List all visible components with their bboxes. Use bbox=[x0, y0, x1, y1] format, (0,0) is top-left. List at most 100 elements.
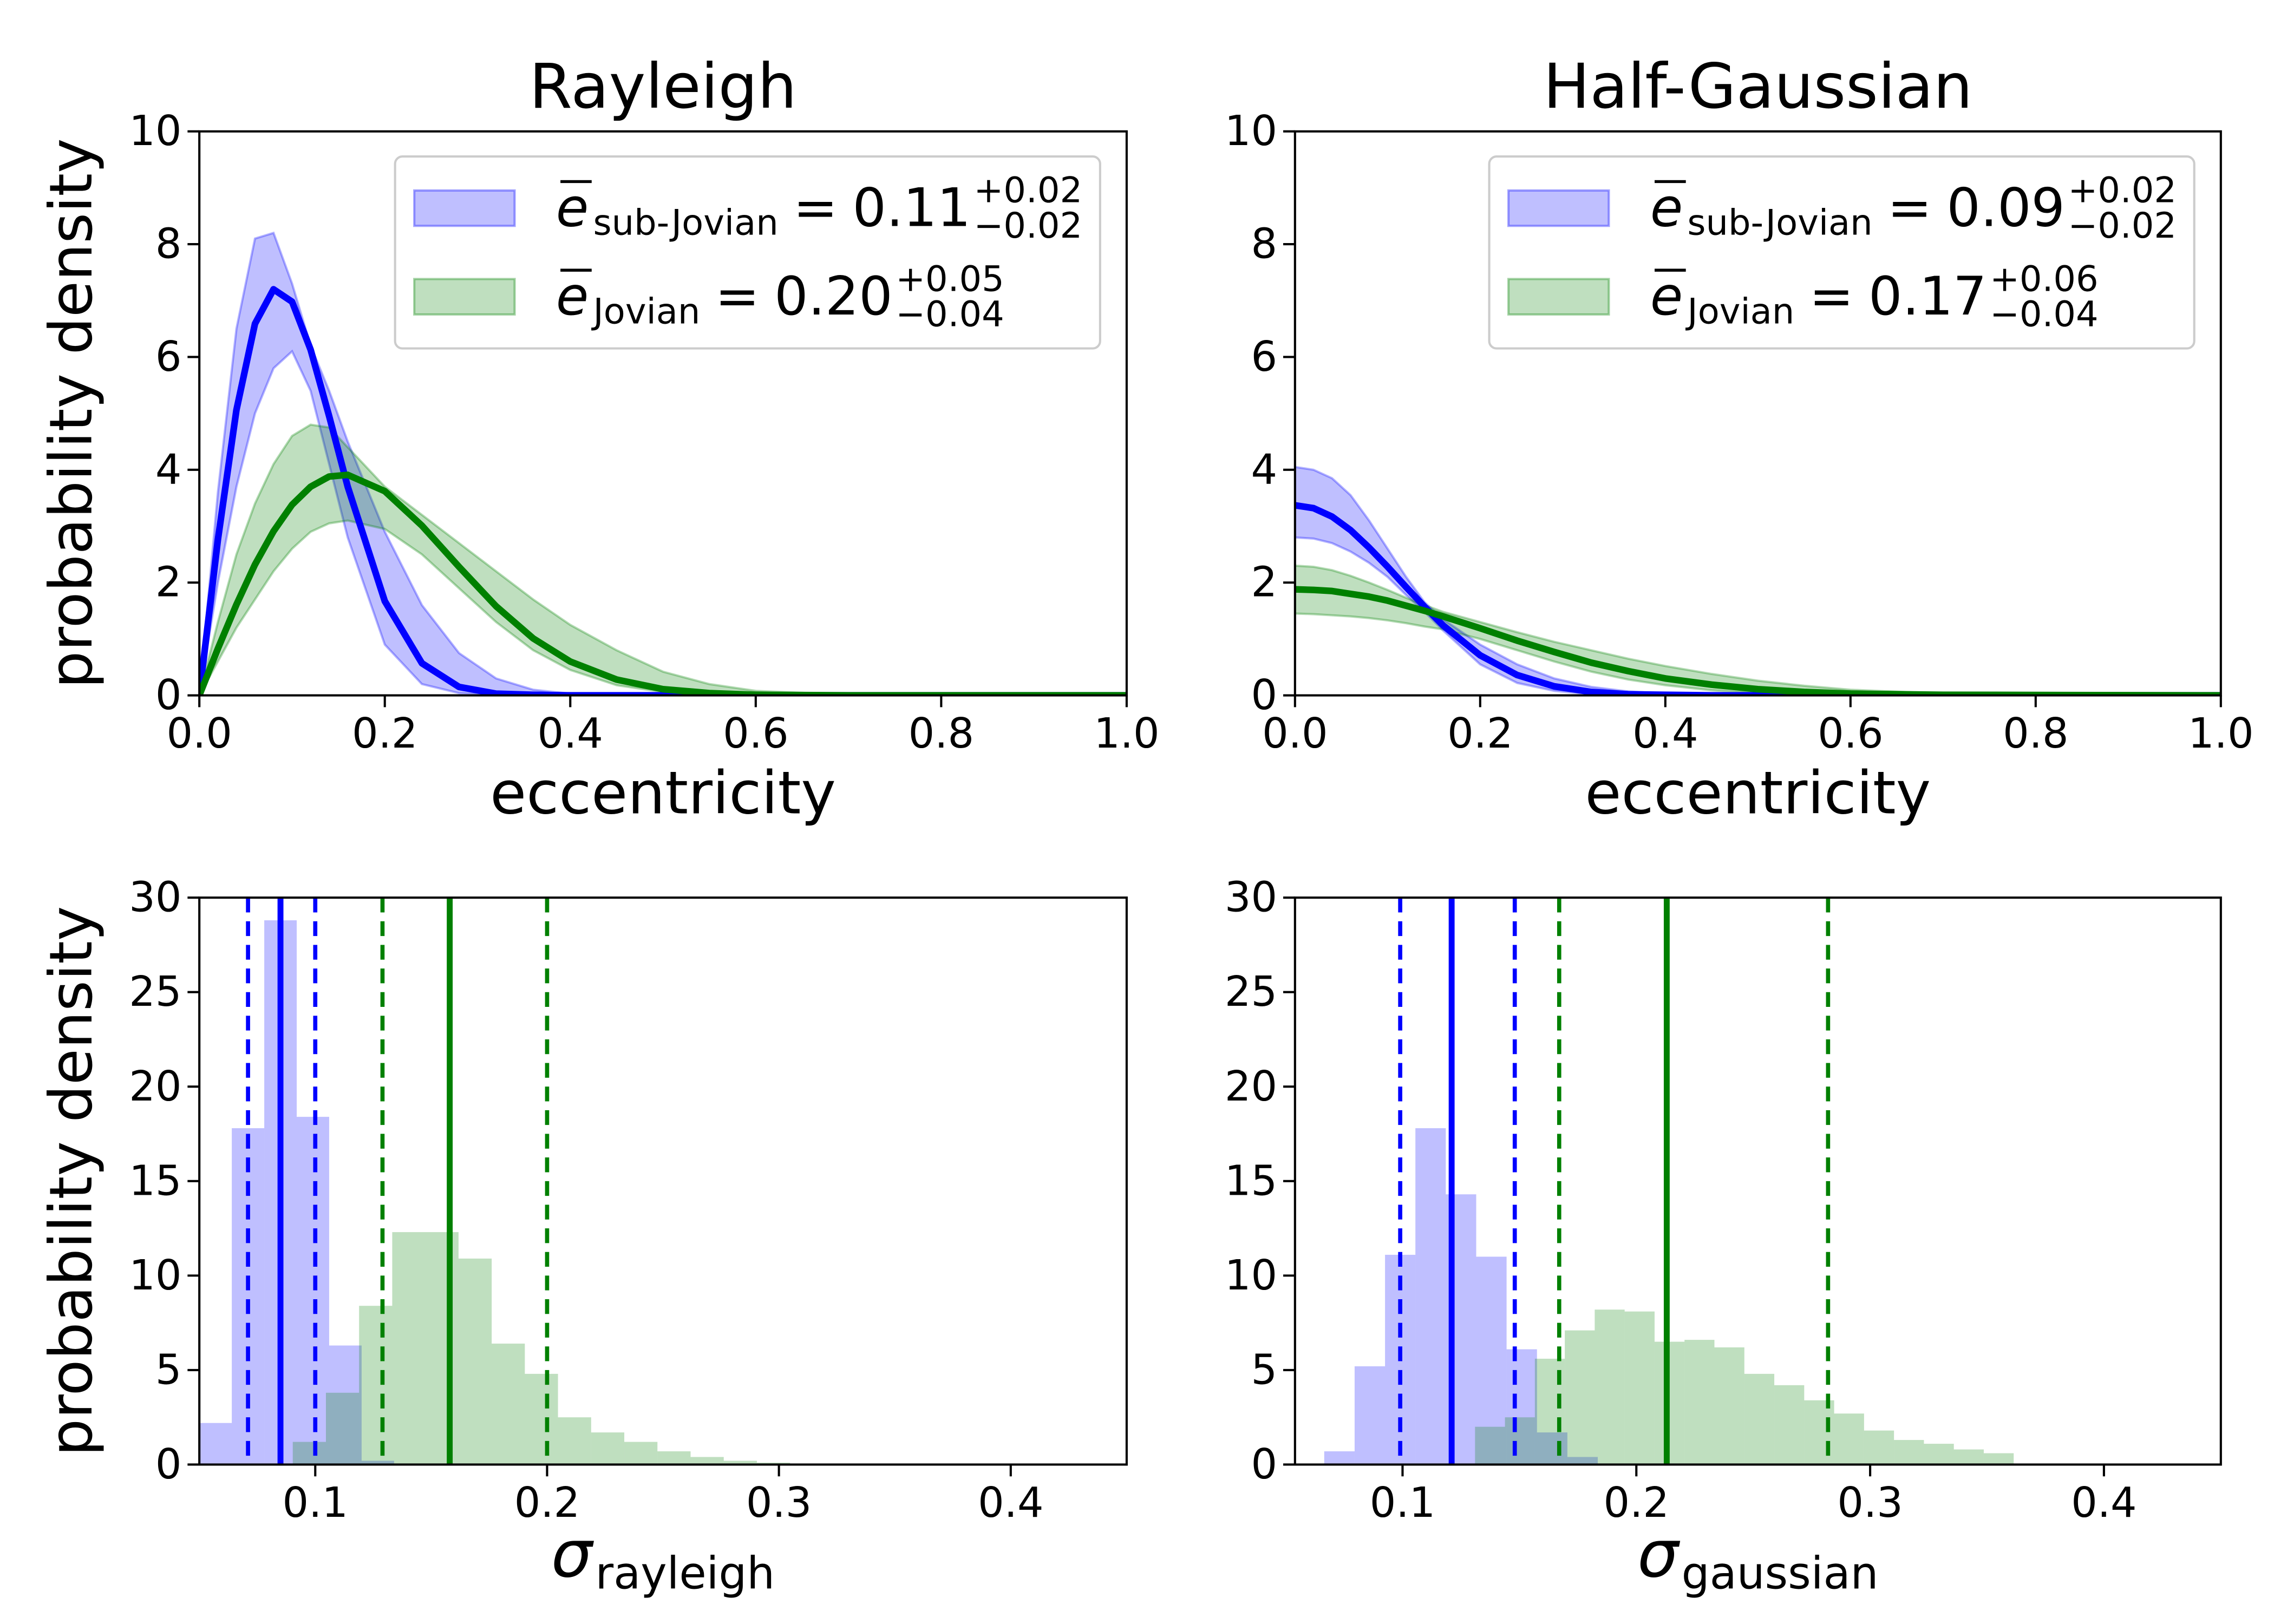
x-tick-label: 0.6 bbox=[1818, 710, 1883, 758]
x-axis-label-symbol: σ bbox=[1637, 1517, 1681, 1593]
legend-subscript: sub-Jovian bbox=[1687, 202, 1872, 244]
histogram-bar bbox=[1834, 1413, 1864, 1465]
y-tick-label: 5 bbox=[155, 1346, 182, 1394]
x-tick-label: 0.8 bbox=[2003, 710, 2068, 758]
legend-subscript: Jovian bbox=[1685, 291, 1794, 332]
histogram-bar bbox=[325, 1392, 360, 1465]
histogram-bar bbox=[1324, 1451, 1355, 1465]
x-tick-label: 0.3 bbox=[746, 1479, 812, 1527]
legend-symbol: e bbox=[1650, 177, 1683, 239]
x-axis-label-symbol: σ bbox=[551, 1517, 594, 1593]
y-tick-label: 0 bbox=[1251, 1440, 1277, 1489]
x-tick-label: 0.2 bbox=[514, 1479, 580, 1527]
histogram-bar bbox=[232, 1128, 265, 1465]
plot-area bbox=[1324, 898, 2014, 1465]
x-tick-label: 0.0 bbox=[1262, 710, 1328, 758]
histogram-bar bbox=[558, 1417, 591, 1465]
histogram-bar bbox=[492, 1344, 525, 1465]
histogram-bar bbox=[1565, 1330, 1595, 1465]
histogram-bar bbox=[1714, 1347, 1744, 1465]
histogram-bar bbox=[329, 1345, 362, 1465]
legend-mean-lower: −0.04 bbox=[896, 294, 1004, 335]
x-axis-label-subscript: rayleigh bbox=[595, 1548, 775, 1600]
density-line bbox=[199, 286, 1127, 696]
histogram-bar bbox=[425, 1232, 459, 1465]
panel-title: Half-Gaussian bbox=[1543, 51, 1972, 123]
legend-mean: 0.17 bbox=[1868, 266, 1987, 328]
legend-patch bbox=[413, 189, 516, 227]
legend-mean-upper: +0.02 bbox=[2068, 170, 2177, 211]
y-tick-label: 15 bbox=[1225, 1157, 1277, 1205]
histogram-bar bbox=[1415, 1128, 1446, 1465]
legend-mean-lower: −0.02 bbox=[974, 205, 1083, 246]
legend-mean: 0.09 bbox=[1946, 177, 2065, 239]
legend-relation: = bbox=[715, 266, 760, 328]
confidence-band bbox=[1295, 466, 2221, 696]
histogram-bar bbox=[392, 1232, 426, 1465]
histogram-bar bbox=[1567, 1457, 1598, 1465]
y-tick-label: 10 bbox=[129, 107, 181, 155]
legend-subscript: Jovian bbox=[591, 291, 701, 332]
y-tick-label: 25 bbox=[129, 968, 181, 1016]
y-tick-label: 2 bbox=[1251, 559, 1277, 607]
density-line bbox=[1295, 586, 2221, 696]
legend-patch bbox=[1507, 278, 1610, 316]
legend: e sub-Jovian = 0.11 +0.02−0.02e Jovian = 0.20 +0… bbox=[394, 155, 1101, 350]
density-line bbox=[1295, 502, 2221, 696]
histogram-bar bbox=[1506, 1349, 1537, 1465]
histogram-bar bbox=[361, 1461, 394, 1465]
y-tick-label: 6 bbox=[155, 333, 182, 381]
legend-mean-lower: −0.04 bbox=[1990, 294, 2099, 335]
y-tick-label: 30 bbox=[1225, 874, 1277, 922]
y-tick-label: 10 bbox=[1225, 107, 1277, 155]
legend-subscript: sub-Jovian bbox=[593, 202, 779, 244]
histogram-bar bbox=[1537, 1432, 1567, 1465]
y-axis-label: probability density bbox=[37, 138, 106, 689]
histogram-bar bbox=[657, 1451, 691, 1465]
legend-symbol: e bbox=[556, 266, 589, 328]
y-tick-label: 2 bbox=[155, 559, 182, 607]
histogram-bar bbox=[1354, 1366, 1386, 1465]
x-tick-label: 0.0 bbox=[166, 710, 232, 758]
panel-title: Rayleigh bbox=[529, 51, 796, 123]
x-tick-label: 0.4 bbox=[538, 710, 603, 758]
histogram-bar bbox=[1864, 1430, 1894, 1465]
y-tick-label: 0 bbox=[1251, 671, 1277, 719]
histogram-bar bbox=[1924, 1444, 1954, 1465]
x-tick-label: 0.4 bbox=[2071, 1479, 2136, 1527]
y-tick-label: 10 bbox=[1225, 1252, 1277, 1300]
histogram-bar bbox=[1774, 1385, 1805, 1465]
histogram-bar bbox=[525, 1373, 558, 1465]
y-tick-label: 5 bbox=[1251, 1346, 1277, 1394]
x-tick-label: 0.3 bbox=[1837, 1479, 1903, 1527]
x-tick-label: 1.0 bbox=[1094, 710, 1159, 758]
y-tick-label: 6 bbox=[1251, 333, 1277, 381]
histogram-bar bbox=[1475, 1426, 1505, 1465]
density-line bbox=[199, 472, 1127, 696]
legend-relation: = bbox=[793, 177, 838, 239]
histogram-bar bbox=[1684, 1340, 1715, 1465]
legend-relation: = bbox=[1809, 266, 1854, 328]
y-axis-label: probability density bbox=[37, 906, 106, 1457]
legend-relation: = bbox=[1887, 177, 1932, 239]
legend-mean: 0.11 bbox=[853, 177, 971, 239]
histogram-bar bbox=[723, 1461, 757, 1465]
histogram-bar bbox=[1595, 1309, 1625, 1465]
y-tick-label: 10 bbox=[129, 1252, 181, 1300]
x-tick-label: 0.1 bbox=[1370, 1479, 1435, 1527]
histogram-bar bbox=[1624, 1311, 1655, 1465]
axes-frame bbox=[198, 130, 1128, 697]
y-tick-label: 20 bbox=[1225, 1063, 1277, 1111]
histogram-bar bbox=[1505, 1417, 1535, 1465]
x-tick-label: 0.2 bbox=[1604, 1479, 1669, 1527]
histogram-bar bbox=[297, 1117, 329, 1465]
y-tick-label: 0 bbox=[155, 1440, 182, 1489]
x-axis-label: eccentricity bbox=[490, 759, 836, 828]
histogram-bar bbox=[690, 1457, 724, 1465]
y-tick-label: 15 bbox=[129, 1157, 181, 1205]
plot-area bbox=[199, 231, 1127, 696]
histogram-bar bbox=[624, 1442, 658, 1465]
histogram-bar bbox=[359, 1306, 393, 1465]
x-tick-label: 0.2 bbox=[1447, 710, 1513, 758]
